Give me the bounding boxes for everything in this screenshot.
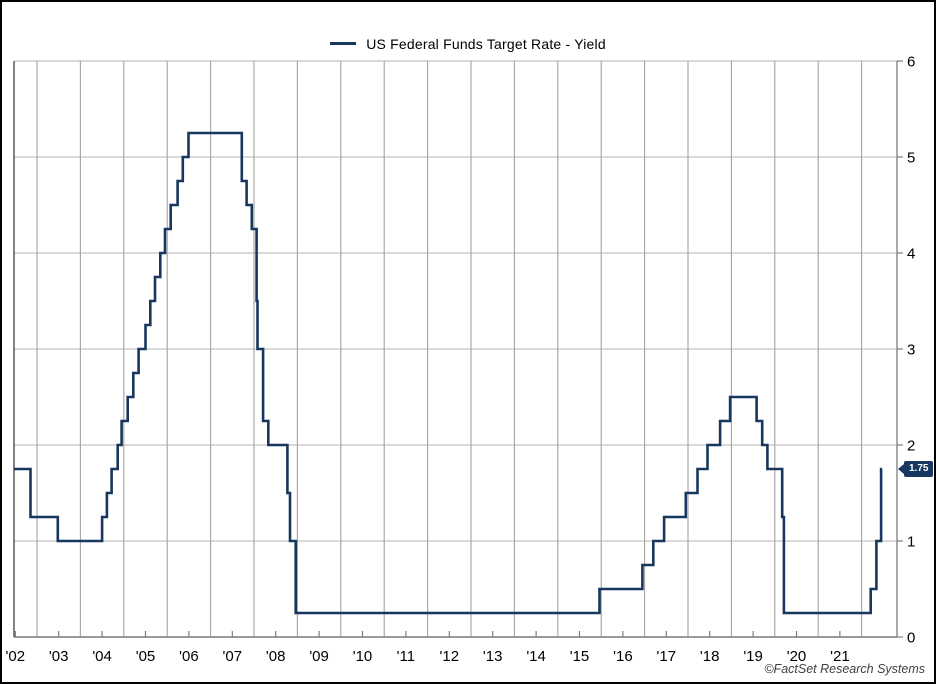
legend-line-swatch [330, 42, 357, 45]
x-tick-label: '21 [830, 648, 850, 665]
x-tick-label: '04 [92, 648, 112, 665]
y-tick-label: 5 [907, 150, 915, 167]
x-tick-label: '03 [49, 648, 69, 665]
x-tick-label: '20 [787, 648, 807, 665]
x-tick-label: '12 [440, 648, 460, 665]
fed-funds-rate-line [14, 131, 883, 615]
x-tick-label: '02 [6, 648, 26, 665]
x-tick-label: '08 [266, 648, 286, 665]
y-tick-label: 6 [907, 54, 915, 71]
y-tick-label: 3 [907, 342, 915, 359]
x-tick-label: '13 [483, 648, 503, 665]
x-tick-label: '05 [136, 648, 156, 665]
legend: US Federal Funds Target Rate - Yield [2, 36, 934, 54]
x-tick-label: '14 [526, 648, 546, 665]
x-tick-label: '18 [700, 648, 720, 665]
x-tick-label: '16 [613, 648, 633, 665]
x-tick-label: '06 [179, 648, 199, 665]
badge-pointer-icon [898, 464, 904, 474]
last-value-badge: 1.75 [898, 461, 934, 477]
y-tick-label: 4 [907, 246, 915, 263]
x-tick-label: '11 [397, 648, 415, 665]
legend-label: US Federal Funds Target Rate - Yield [366, 36, 606, 52]
x-tick-label: '17 [657, 648, 677, 665]
x-tick-label: '07 [223, 648, 243, 665]
y-tick-label: 2 [907, 438, 915, 455]
x-tick-label: '10 [353, 648, 373, 665]
x-tick-label: '09 [309, 648, 329, 665]
attribution: ©FactSet Research Systems [764, 662, 925, 676]
y-tick-label: 0 [907, 630, 915, 647]
badge-value: 1.75 [904, 461, 934, 477]
y-tick-label: 1 [907, 534, 915, 551]
x-tick-label: '19 [743, 648, 763, 665]
x-tick-label: '15 [570, 648, 590, 665]
